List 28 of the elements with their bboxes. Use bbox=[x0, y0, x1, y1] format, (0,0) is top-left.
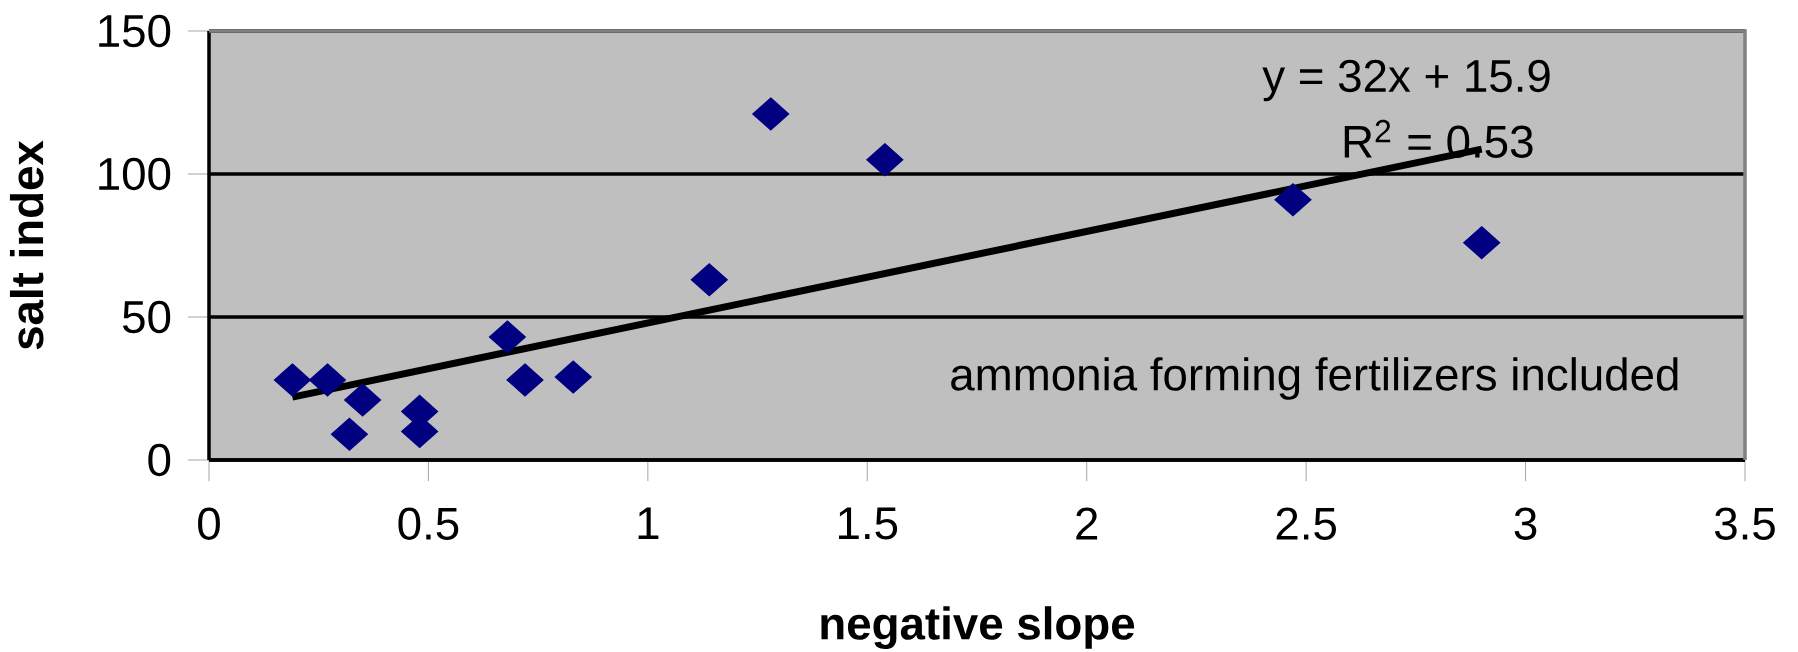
x-tick-label: 2.5 bbox=[1276, 507, 1336, 540]
y-axis-title: salt index bbox=[9, 140, 44, 350]
point bbox=[1274, 183, 1312, 217]
x-tick-label: 0 bbox=[198, 507, 220, 540]
point bbox=[554, 360, 592, 394]
x-tick-label: 0.5 bbox=[398, 507, 459, 540]
y-tick-label: 50 bbox=[122, 300, 171, 334]
annotation: ammonia forming fertilizers included bbox=[951, 357, 1678, 400]
point bbox=[690, 263, 728, 297]
x-tick-label: 3.5 bbox=[1715, 507, 1775, 540]
x-tick-label: 2 bbox=[1076, 507, 1098, 540]
point bbox=[330, 417, 368, 451]
point bbox=[344, 383, 382, 417]
point bbox=[506, 363, 544, 397]
y-tick-label: 0 bbox=[148, 443, 171, 477]
annotation: y = 32x + 15.9 bbox=[1262, 59, 1550, 102]
point bbox=[308, 363, 346, 397]
x-tick-label: 3 bbox=[1514, 507, 1537, 540]
x-axis-title: negative slope bbox=[821, 606, 1135, 650]
point bbox=[1463, 226, 1501, 260]
point bbox=[273, 363, 311, 397]
x-tick-label: 1.5 bbox=[839, 507, 898, 540]
point bbox=[752, 97, 790, 131]
x-tick-label: 1 bbox=[638, 507, 659, 539]
point bbox=[488, 320, 526, 354]
point bbox=[866, 143, 904, 177]
y-tick-label: 100 bbox=[99, 157, 171, 191]
y-tick-label: 150 bbox=[99, 14, 171, 48]
